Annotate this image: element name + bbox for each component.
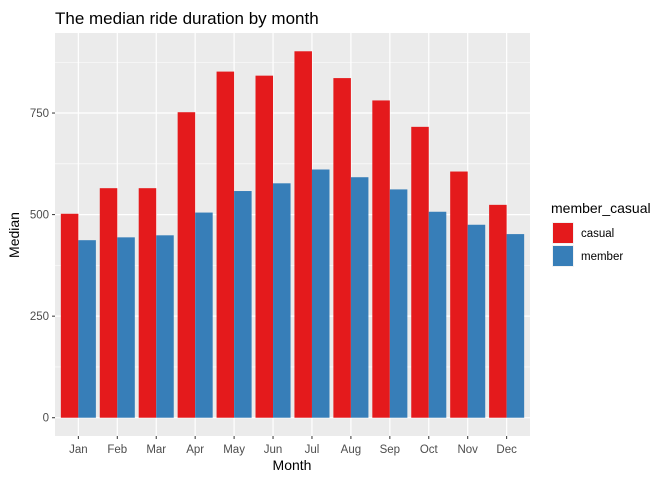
x-tick-label: Aug: [341, 444, 361, 456]
x-tick-label: Sep: [380, 444, 400, 456]
y-axis-title: Median: [6, 212, 22, 258]
bar-casual-nov: [450, 171, 468, 418]
legend-label-member: member: [581, 251, 623, 263]
x-axis: Jan Feb Mar Apr May Jun Jul Aug Sep Oct Nov Dec: [69, 436, 517, 456]
bar-member-sep: [389, 189, 408, 418]
x-tick-label: Oct: [420, 444, 439, 456]
x-tick-label: Jan: [69, 444, 88, 456]
x-axis-title: Month: [273, 457, 312, 473]
chart-title: The median ride duration by month: [55, 9, 319, 28]
legend-label-casual: casual: [581, 228, 614, 240]
bar-member-aug: [350, 177, 369, 418]
bar-casual-dec: [489, 204, 507, 418]
bar-casual-may: [216, 71, 235, 418]
bar-member-jul: [311, 169, 330, 418]
bar-member-mar: [156, 235, 174, 418]
bar-member-dec: [506, 234, 525, 418]
bar-member-oct: [428, 211, 447, 418]
legend: member_casual casual member: [551, 200, 651, 267]
y-tick-label: 250: [30, 311, 49, 323]
bar-casual-mar: [138, 188, 157, 418]
x-tick-label: Apr: [186, 444, 204, 456]
bar-casual-apr: [177, 112, 196, 418]
bar-member-jun: [273, 183, 291, 418]
legend-swatch-casual: [553, 223, 573, 243]
bar-member-feb: [117, 237, 135, 418]
bar-casual-jan: [60, 213, 79, 418]
y-tick-label: 0: [43, 413, 49, 425]
x-tick-label: Feb: [107, 444, 127, 456]
x-tick-label: Jun: [264, 444, 283, 456]
x-tick-label: Jul: [305, 444, 320, 456]
bar-member-may: [234, 191, 252, 418]
bar-casual-feb: [99, 188, 118, 418]
x-tick-label: Nov: [457, 444, 478, 456]
bar-casual-aug: [333, 78, 351, 418]
legend-title: member_casual: [551, 200, 651, 216]
legend-swatch-member: [553, 246, 573, 266]
x-tick-label: Mar: [146, 444, 166, 456]
y-axis: 0 250 500 750: [30, 108, 55, 425]
bar-casual-sep: [372, 100, 390, 418]
bars: [60, 51, 525, 418]
bar-casual-jul: [294, 51, 312, 418]
y-tick-label: 500: [30, 210, 49, 222]
bar-member-jan: [78, 240, 96, 418]
bar-casual-oct: [411, 126, 429, 418]
y-tick-label: 750: [30, 108, 49, 120]
x-tick-label: Dec: [496, 444, 517, 456]
bar-member-apr: [195, 212, 213, 418]
bar-casual-jun: [255, 75, 274, 418]
bar-member-nov: [467, 224, 486, 418]
x-tick-label: May: [223, 444, 245, 456]
